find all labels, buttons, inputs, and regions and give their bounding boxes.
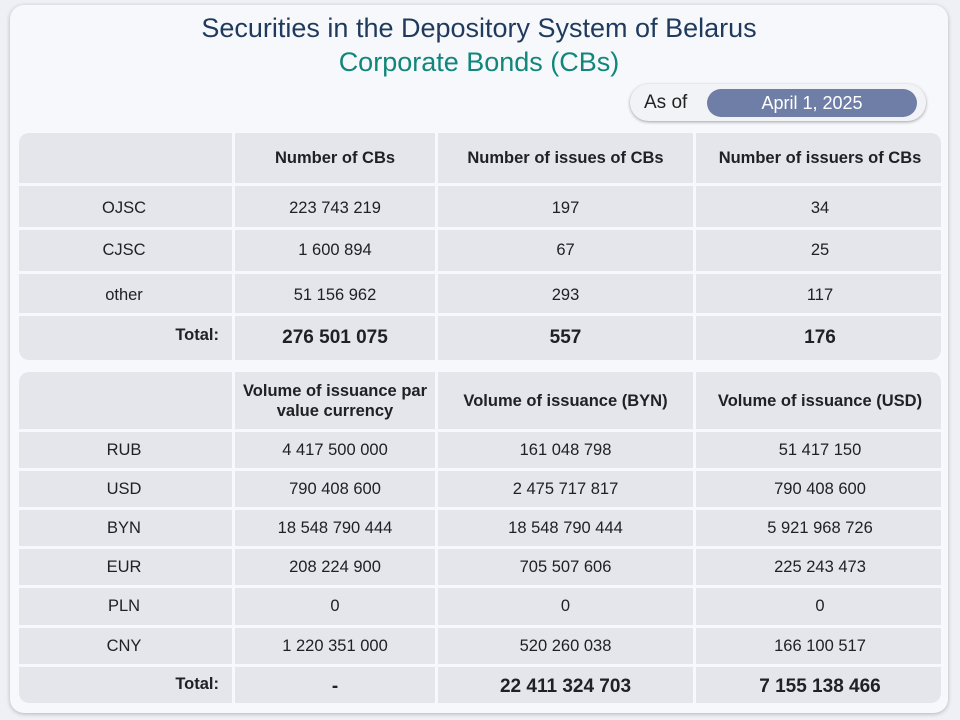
header-cell: Volume of issuance (USD) [693,372,941,429]
as-of-control: As of April 1, 2025 [630,84,926,121]
date-selector[interactable]: April 1, 2025 [707,89,917,117]
row-label: CJSC [102,241,146,259]
table-cell: 18 548 790 444 [435,510,693,546]
header-cell [19,133,229,183]
row-label: RUB [106,440,142,459]
row-label: PLN [107,597,141,615]
table-row: OJSC 223 743 219 197 34 [19,183,941,230]
header-cell: Volume of issuance (BYN) [435,372,693,429]
table-row: RUB 4 417 500 000 161 048 798 51 417 150 [19,429,941,468]
cb-count-table: Number of CBs Number of issues of CBs Nu… [19,133,941,360]
table-cell: 1 220 351 000 [232,628,435,664]
header-cell [19,372,229,429]
table-cell: 67 [435,230,693,271]
total-label: Total: [175,326,219,344]
table-cell: 166 100 517 [693,628,941,664]
table-cell: 0 [232,588,435,625]
table-cell: 161 048 798 [435,432,693,468]
row-label: OJSC [101,198,146,217]
table-total-row: Total: 276 501 075 557 176 [19,313,941,360]
total-label: Total: [175,675,219,693]
table-row: PLN 0 0 0 [19,585,941,625]
table-cell: 197 [435,186,693,230]
total-cell: 7 155 138 466 [693,667,941,703]
table-row: EUR 208 224 900 705 507 606 225 243 473 [19,546,941,585]
table-cell: 225 243 473 [693,549,941,585]
row-label: USD [106,479,142,498]
header-cell: Number of issues of CBs [435,133,693,183]
row-label: BYN [107,518,141,537]
table-cell: 34 [693,186,941,230]
total-cell: 276 501 075 [232,316,435,360]
total-cell: 22 411 324 703 [435,667,693,703]
table-cell: 790 408 600 [232,471,435,507]
table-cell: 520 260 038 [435,628,693,664]
table-cell: 293 [435,274,693,316]
table-cell: 705 507 606 [435,549,693,585]
header-cell: Number of issuers of CBs [693,133,941,183]
table-row: USD 790 408 600 2 475 717 817 790 408 60… [19,468,941,507]
table-cell: 25 [693,230,941,271]
total-cell: 557 [435,316,693,360]
table-cell: 5 921 968 726 [693,510,941,546]
table-cell: 4 417 500 000 [232,432,435,468]
report-card: Securities in the Depository System of B… [10,5,948,713]
row-label: CNY [106,636,142,655]
table-header-row: Volume of issuance par value currency Vo… [19,372,941,429]
table-cell: 1 600 894 [232,230,435,271]
table-cell: 208 224 900 [232,549,435,585]
table-cell: 0 [435,588,693,625]
table-cell: 51 156 962 [232,274,435,316]
total-cell: 176 [693,316,941,360]
table-cell: 790 408 600 [693,471,941,507]
table-row: CNY 1 220 351 000 520 260 038 166 100 51… [19,625,941,664]
header-cell: Number of CBs [232,133,435,183]
table-row: CJSC 1 600 894 67 25 [19,227,941,271]
table-total-row: Total: - 22 411 324 703 7 155 138 466 [19,664,941,703]
page-title: Securities in the Depository System of B… [201,13,757,43]
page-subtitle: Corporate Bonds (CBs) [338,47,620,77]
table-cell: 51 417 150 [693,432,941,468]
table-row: other 51 156 962 293 117 [19,271,941,316]
table-cell: 223 743 219 [232,186,435,230]
table-header-row: Number of CBs Number of issues of CBs Nu… [19,133,941,183]
row-label: EUR [106,557,142,576]
as-of-label: As of [644,92,688,113]
table-cell: 18 548 790 444 [232,510,435,546]
table-cell: 117 [693,274,941,316]
total-cell: - [232,667,435,703]
issuance-volume-table: Volume of issuance par value currency Vo… [19,372,941,703]
row-label: other [105,285,143,304]
table-row: BYN 18 548 790 444 18 548 790 444 5 921 … [19,507,941,546]
header-cell: Volume of issuance par value currency [232,372,435,429]
table-cell: 2 475 717 817 [435,471,693,507]
table-cell: 0 [693,588,941,625]
